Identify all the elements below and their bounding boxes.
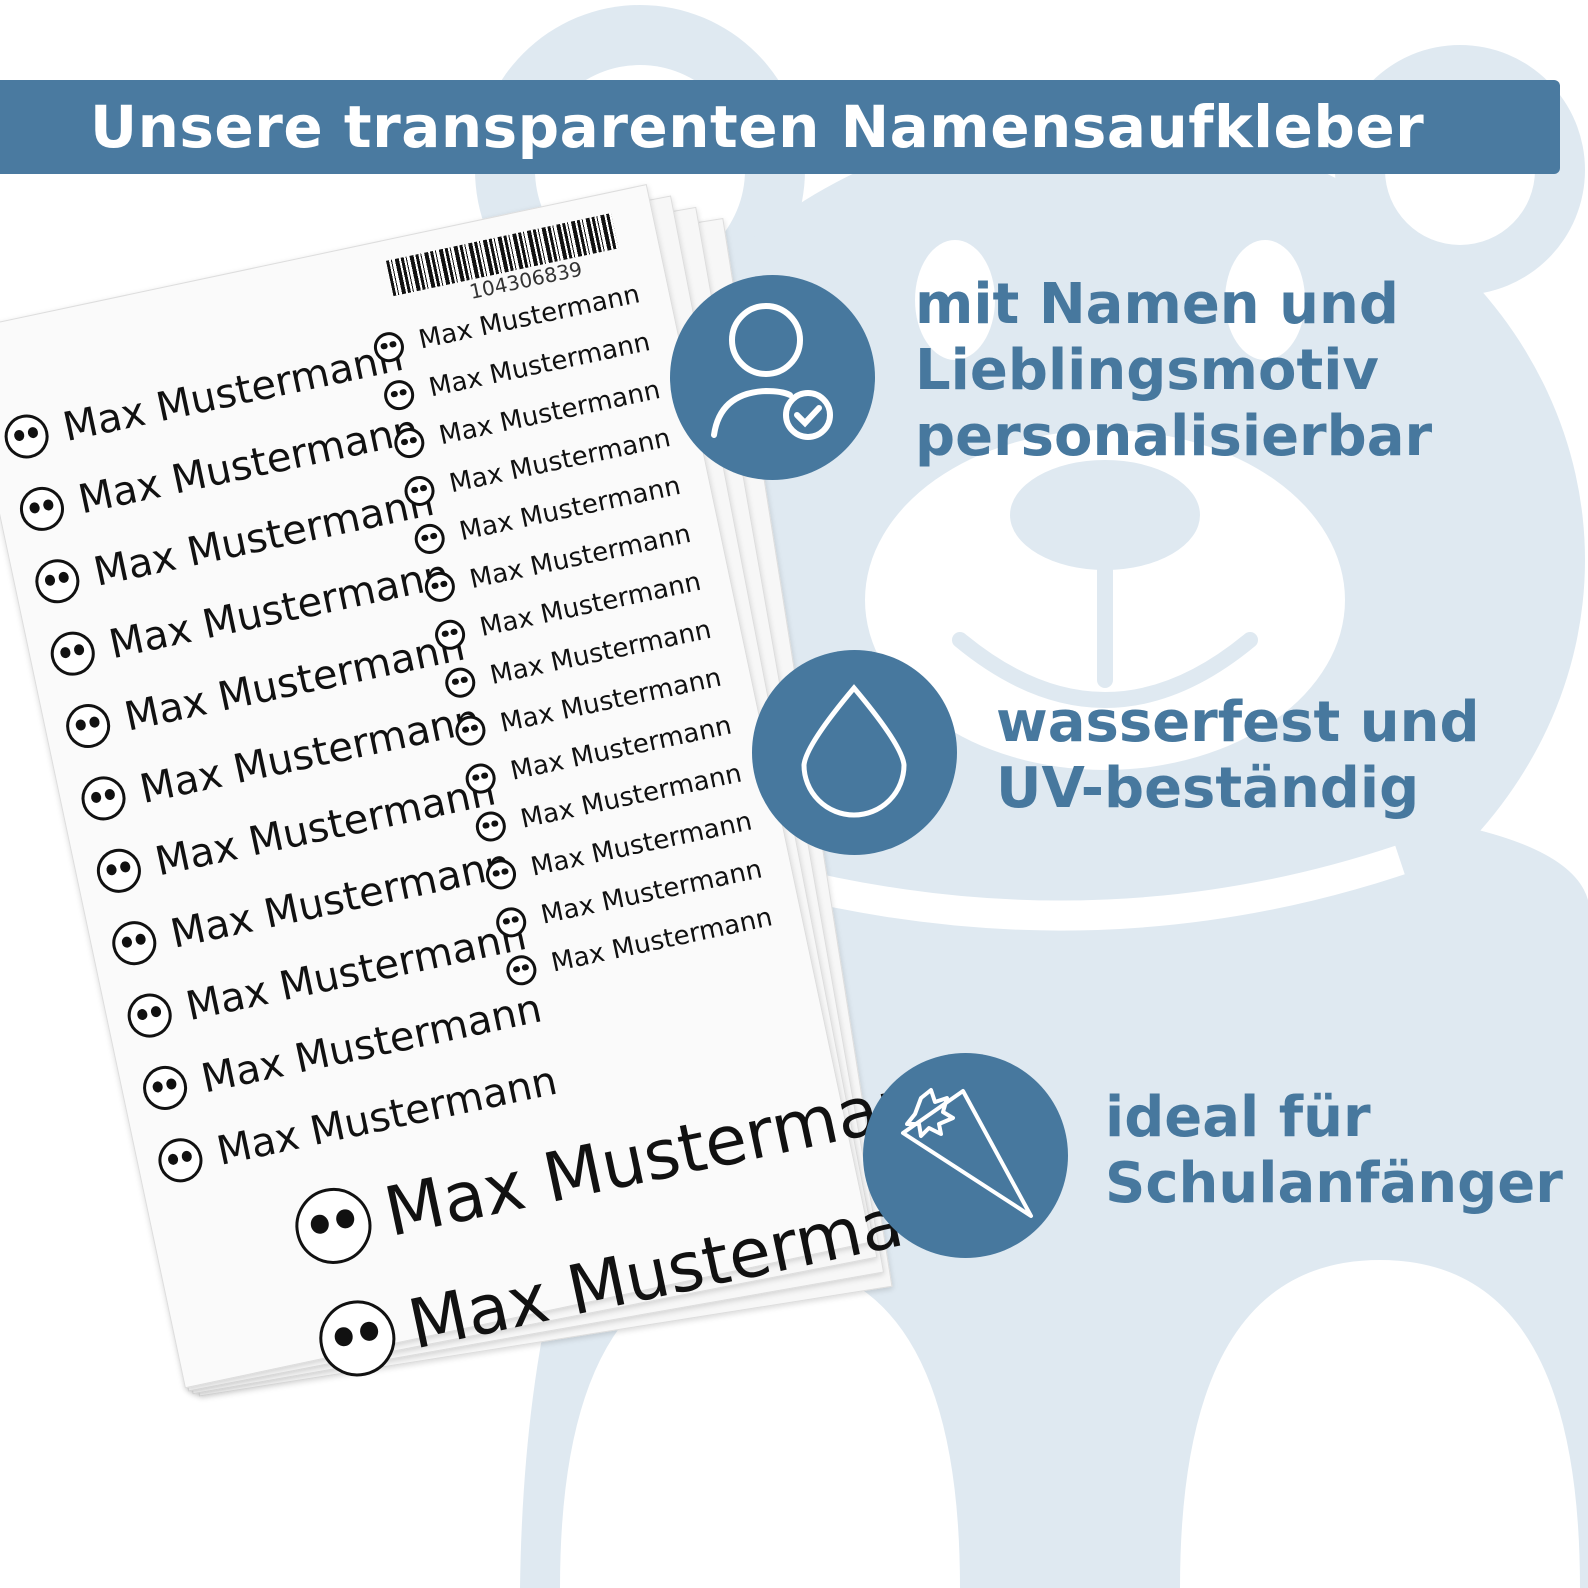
panda-icon — [0, 410, 53, 463]
panda-icon — [493, 904, 529, 940]
school-cone-icon — [901, 1088, 1033, 1218]
panda-icon — [77, 772, 130, 825]
panda-icon — [62, 699, 115, 753]
panda-icon — [472, 808, 509, 844]
water-drop-icon — [801, 684, 907, 818]
panda-icon — [312, 1292, 403, 1384]
panda-icon — [381, 376, 417, 413]
panda-icon — [483, 856, 519, 892]
feature-circle-school — [863, 1053, 1068, 1258]
headline-banner: Unsere transparenten Namensaufkleber sin… — [0, 80, 1560, 255]
feature-line: Lieblingsmotiv — [915, 338, 1379, 403]
panda-icon — [503, 951, 540, 988]
panda-icon — [401, 472, 438, 509]
panda-icon — [108, 917, 161, 970]
feature-line: wasserfest und — [996, 690, 1480, 755]
feature-text-school: ideal für Schulanfänger — [1105, 1085, 1563, 1217]
feature-line: personalisierbar — [915, 404, 1433, 469]
panda-icon — [92, 844, 146, 897]
feature-line: mit Namen und — [915, 272, 1399, 337]
feature-line: ideal für — [1105, 1085, 1371, 1150]
feature-circle-waterproof — [752, 650, 957, 855]
panda-icon — [31, 555, 84, 608]
panda-icon — [442, 664, 478, 700]
panda-icon — [462, 760, 499, 796]
panda-icon — [154, 1134, 207, 1187]
headline-text: Unsere transparenten Namensaufkleber sin… — [90, 93, 1425, 255]
feature-text-waterproof: wasserfest und UV-beständig — [996, 690, 1480, 822]
feature-text-personalized: mit Namen und Lieblingsmotiv personalisi… — [915, 272, 1432, 470]
user-check-icon — [711, 303, 833, 440]
feature-circle-personalized — [670, 275, 875, 480]
feature-line: UV-beständig — [996, 756, 1420, 821]
panda-icon — [288, 1180, 379, 1271]
panda-icon — [138, 1061, 192, 1115]
panda-icon — [421, 568, 458, 605]
panda-icon — [432, 616, 468, 653]
panda-icon — [452, 712, 489, 748]
panda-icon — [15, 482, 69, 535]
panda-icon — [46, 627, 99, 680]
panda-icon — [411, 520, 448, 557]
panda-icon — [371, 328, 407, 365]
feature-line: Schulanfänger — [1105, 1151, 1563, 1216]
panda-icon — [391, 424, 428, 461]
panda-icon — [123, 989, 176, 1042]
